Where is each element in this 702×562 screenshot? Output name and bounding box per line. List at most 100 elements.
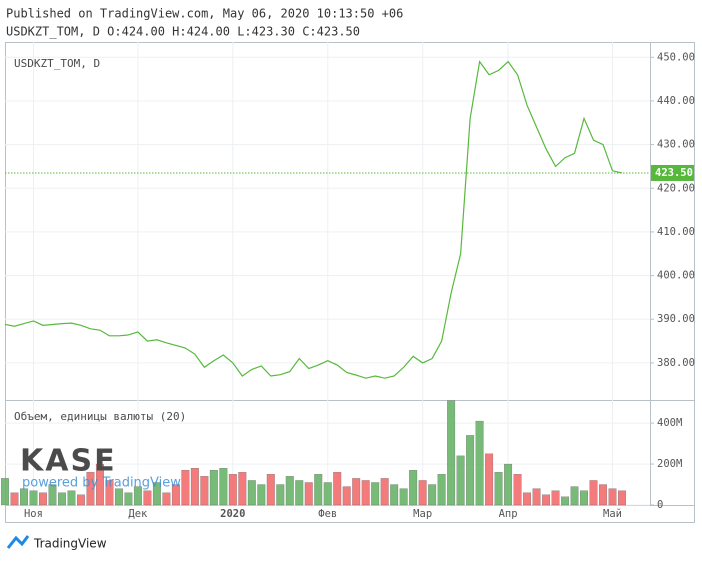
volume-bar xyxy=(418,480,427,506)
volume-bar xyxy=(304,482,313,506)
volume-bar xyxy=(247,480,256,506)
volume-bar xyxy=(342,486,351,506)
volume-bar xyxy=(39,492,47,506)
volume-bar xyxy=(105,480,114,506)
volume-bar xyxy=(513,474,522,506)
y-tick-label: 450.00 xyxy=(657,51,695,63)
volume-bar xyxy=(580,490,588,506)
y-tick-label: 390.00 xyxy=(657,313,695,325)
price-line xyxy=(4,60,623,379)
volume-bar xyxy=(67,490,76,506)
volume-bar xyxy=(494,472,503,506)
volume-bar xyxy=(390,484,399,506)
volume-bar xyxy=(409,470,418,506)
volume-bar xyxy=(200,476,209,506)
grid xyxy=(5,42,650,506)
y-tick-label: 0 xyxy=(657,499,663,511)
x-tick-label: Май xyxy=(603,508,622,520)
volume-bar xyxy=(124,492,133,506)
volume-bar xyxy=(466,435,475,506)
volume-bar xyxy=(428,484,437,506)
volume-bar xyxy=(352,478,361,506)
volume-bar xyxy=(437,474,446,506)
volume-bar xyxy=(20,488,28,506)
volume-bar xyxy=(532,488,541,506)
x-tick-label: Мар xyxy=(413,508,432,520)
x-tick-label: Ноя xyxy=(24,508,43,520)
x-tick-label: 2020 xyxy=(220,508,245,520)
volume-bar xyxy=(209,470,218,506)
y-tick-label: 380.00 xyxy=(657,357,695,369)
volume-bar xyxy=(361,480,370,506)
y-tick-label: 430.00 xyxy=(657,139,695,151)
last-value-label: 423.50 xyxy=(655,167,693,179)
volume-bar xyxy=(58,492,66,506)
volume-bar xyxy=(181,470,190,506)
x-tick-label: Фев xyxy=(318,508,337,520)
watermark-powered: powered by TradingView xyxy=(22,476,181,491)
footer-brand: TradingView xyxy=(33,537,107,551)
volume-bar xyxy=(523,492,532,506)
volume-bar xyxy=(257,484,266,506)
volume-bar xyxy=(238,472,247,506)
ohlc: USDKZT_TOM, D O:424.00 H:424.00 L:423.30… xyxy=(6,25,360,39)
y-tick-label: 400.00 xyxy=(657,270,695,282)
legend: USDKZT_TOM, D xyxy=(14,57,100,70)
volume-bar xyxy=(228,474,237,506)
volume-bar xyxy=(95,463,104,506)
frame xyxy=(5,42,695,523)
published: Published on TradingView.com, May 06, 20… xyxy=(6,7,403,21)
volume-bar xyxy=(10,492,19,506)
volume-bar xyxy=(114,488,123,506)
volume-bar xyxy=(447,400,456,506)
volume-bar xyxy=(589,480,598,506)
volume-title: Объем, единицы валюты (20) xyxy=(14,410,186,423)
volume-bar xyxy=(29,490,38,506)
volume-bar xyxy=(314,474,323,506)
x-tick-label: Дек xyxy=(128,508,148,520)
price xyxy=(4,60,650,379)
y-tick-label: 400M xyxy=(657,417,682,429)
volume-bar xyxy=(542,494,551,506)
volume-bar xyxy=(570,486,579,506)
last-value-box xyxy=(651,164,694,181)
volume-bar xyxy=(86,472,95,506)
watermark-logo: KASE xyxy=(20,444,117,479)
volume-bar xyxy=(219,468,228,506)
volume-bar xyxy=(608,488,617,506)
volume-bar xyxy=(399,488,408,506)
volume-bar xyxy=(285,476,294,506)
volume-bar xyxy=(333,472,342,506)
volume-bar xyxy=(133,486,142,506)
y-tick-label: 410.00 xyxy=(657,226,695,238)
volume-bar xyxy=(143,490,152,506)
volume-bar xyxy=(485,453,494,506)
volume-bar xyxy=(162,492,171,506)
volume-bar xyxy=(475,420,484,506)
volume-bar xyxy=(190,468,199,506)
volume-bar xyxy=(504,463,513,506)
volume-bar xyxy=(561,496,569,506)
volume-bar xyxy=(295,480,304,506)
volume xyxy=(1,400,626,506)
volume-bar xyxy=(551,490,560,506)
y-tick-label: 440.00 xyxy=(657,95,695,107)
volume-bar xyxy=(276,484,285,506)
volume-bar xyxy=(171,484,180,506)
y-tick-label: 420.00 xyxy=(657,182,695,194)
volume-bar xyxy=(323,482,332,506)
volume-bar xyxy=(380,478,389,506)
volume-bar xyxy=(1,478,9,506)
logo-icon xyxy=(6,535,30,549)
volume-bar xyxy=(599,484,607,506)
volume-bar xyxy=(76,494,85,506)
volume-bar xyxy=(371,482,380,506)
volume-bar xyxy=(618,490,626,506)
volume-bar xyxy=(266,474,275,506)
volume-bar xyxy=(152,482,161,506)
x-tick-label: Апр xyxy=(499,508,518,520)
volume-bar xyxy=(48,484,57,506)
volume-bar xyxy=(456,455,465,506)
